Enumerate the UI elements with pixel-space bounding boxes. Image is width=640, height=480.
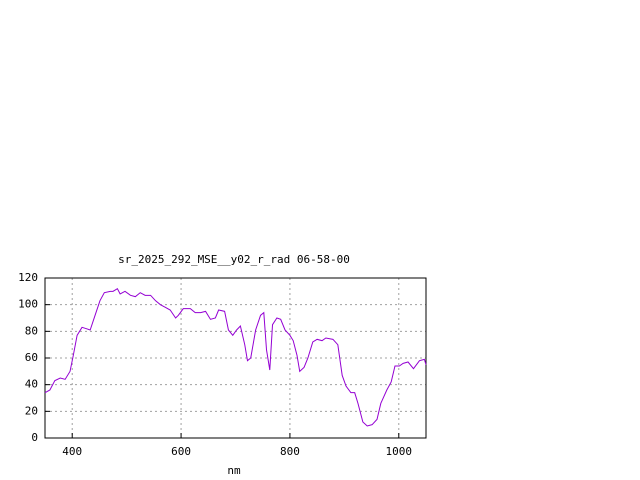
y-tick-label: 20 [25, 404, 38, 417]
plot-frame [44, 277, 427, 439]
chart-title: sr_2025_292_MSE__y02_r_rad 06-58-00 [118, 253, 350, 266]
y-tick-label: 80 [25, 324, 38, 337]
x-tick-label: 1000 [386, 445, 413, 458]
y-tick-label: 0 [31, 431, 38, 444]
data-line [44, 287, 427, 427]
y-tick-label: 120 [18, 271, 38, 284]
x-axis-label: nm [227, 464, 241, 477]
x-tick-label: 400 [62, 445, 82, 458]
y-tick-label: 100 [18, 298, 38, 311]
x-tick-label: 600 [171, 445, 191, 458]
x-tick-label: 800 [280, 445, 300, 458]
y-tick-label: 60 [25, 351, 38, 364]
y-tick-label: 40 [25, 378, 38, 391]
